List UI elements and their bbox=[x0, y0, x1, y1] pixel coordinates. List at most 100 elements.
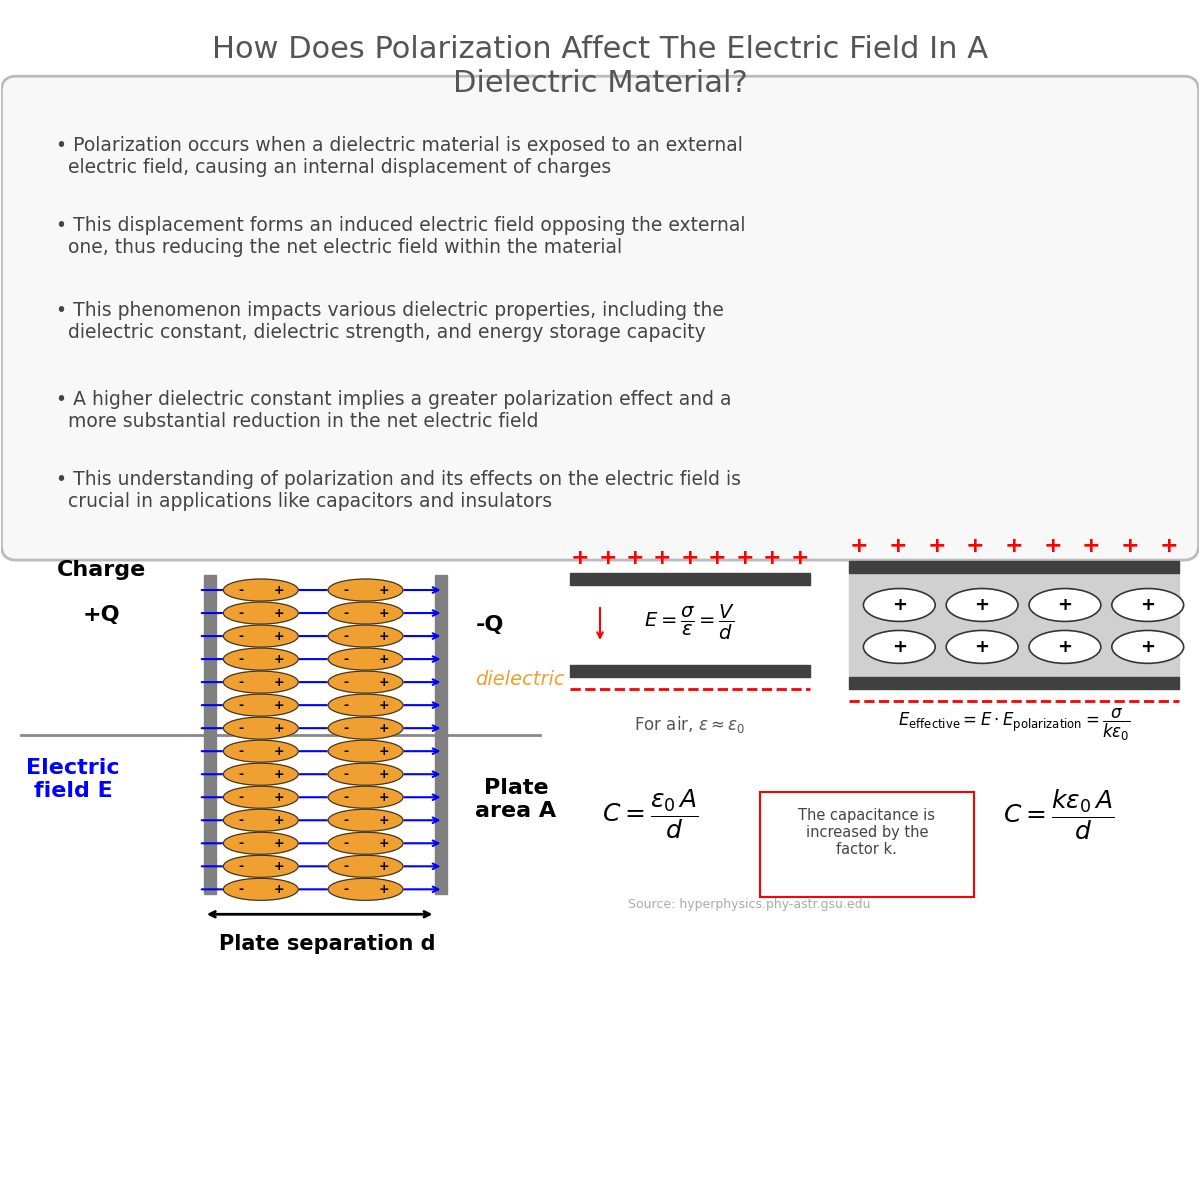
Text: +: + bbox=[274, 814, 284, 827]
Text: Plate separation d: Plate separation d bbox=[220, 935, 436, 954]
Bar bbox=[204, 575, 216, 894]
Text: -: - bbox=[239, 745, 244, 757]
Text: +: + bbox=[653, 548, 672, 568]
Text: +: + bbox=[1057, 638, 1073, 656]
Text: -: - bbox=[239, 630, 244, 642]
Ellipse shape bbox=[1112, 630, 1183, 664]
Text: +: + bbox=[791, 548, 809, 568]
Ellipse shape bbox=[223, 878, 299, 900]
Text: -: - bbox=[343, 883, 348, 896]
Text: -: - bbox=[343, 653, 348, 666]
Text: +: + bbox=[598, 548, 617, 568]
Text: -: - bbox=[239, 653, 244, 666]
Text: +: + bbox=[378, 883, 389, 896]
Text: +: + bbox=[378, 676, 389, 689]
Text: +: + bbox=[892, 638, 907, 656]
Ellipse shape bbox=[1030, 588, 1100, 622]
Ellipse shape bbox=[223, 718, 299, 739]
Text: +: + bbox=[274, 883, 284, 896]
Ellipse shape bbox=[223, 833, 299, 854]
Text: +: + bbox=[378, 814, 389, 827]
Text: -: - bbox=[239, 883, 244, 896]
FancyBboxPatch shape bbox=[1, 77, 1199, 560]
Text: +: + bbox=[378, 698, 389, 712]
Ellipse shape bbox=[223, 763, 299, 785]
Text: Charge: Charge bbox=[56, 560, 145, 580]
Text: -: - bbox=[343, 698, 348, 712]
Text: +: + bbox=[1004, 536, 1024, 556]
Text: +: + bbox=[1121, 536, 1139, 556]
Text: +: + bbox=[736, 548, 754, 568]
Text: +: + bbox=[625, 548, 644, 568]
Text: +: + bbox=[274, 745, 284, 757]
Text: -: - bbox=[343, 630, 348, 642]
Text: +: + bbox=[378, 630, 389, 642]
Text: +: + bbox=[1057, 596, 1073, 614]
Text: $C=\dfrac{k\varepsilon_0\, A}{d}$: $C=\dfrac{k\varepsilon_0\, A}{d}$ bbox=[1003, 787, 1115, 841]
Text: -: - bbox=[343, 721, 348, 734]
FancyBboxPatch shape bbox=[760, 792, 974, 896]
Ellipse shape bbox=[223, 809, 299, 832]
Text: dielectric: dielectric bbox=[475, 671, 565, 689]
Bar bbox=[436, 575, 448, 894]
Ellipse shape bbox=[328, 718, 403, 739]
Text: +: + bbox=[889, 536, 907, 556]
Ellipse shape bbox=[946, 630, 1018, 664]
Text: -: - bbox=[343, 768, 348, 781]
Ellipse shape bbox=[223, 580, 299, 601]
Text: -: - bbox=[239, 768, 244, 781]
Text: • A higher dielectric constant implies a greater polarization effect and a
  mor: • A higher dielectric constant implies a… bbox=[56, 390, 732, 432]
Text: +: + bbox=[378, 791, 389, 804]
Ellipse shape bbox=[1030, 630, 1100, 664]
Ellipse shape bbox=[328, 625, 403, 647]
Text: +: + bbox=[378, 745, 389, 757]
Text: -: - bbox=[239, 791, 244, 804]
Text: -: - bbox=[239, 676, 244, 689]
Text: • This understanding of polarization and its effects on the electric field is
  : • This understanding of polarization and… bbox=[56, 470, 742, 511]
Text: +: + bbox=[928, 536, 946, 556]
Text: -: - bbox=[239, 721, 244, 734]
Bar bbox=[570, 574, 810, 586]
Text: -: - bbox=[239, 583, 244, 596]
Text: +: + bbox=[274, 698, 284, 712]
Ellipse shape bbox=[328, 671, 403, 694]
Text: How Does Polarization Affect The Electric Field In A
Dielectric Material?: How Does Polarization Affect The Electri… bbox=[212, 35, 988, 97]
Text: -: - bbox=[343, 745, 348, 757]
Bar bbox=[850, 562, 1178, 574]
Text: +: + bbox=[378, 583, 389, 596]
Ellipse shape bbox=[223, 671, 299, 694]
Text: -: - bbox=[343, 814, 348, 827]
Text: +: + bbox=[1140, 596, 1156, 614]
Text: +: + bbox=[966, 536, 985, 556]
Text: +: + bbox=[378, 606, 389, 619]
Text: +: + bbox=[274, 860, 284, 872]
Ellipse shape bbox=[328, 786, 403, 809]
Text: • This displacement forms an induced electric field opposing the external
  one,: • This displacement forms an induced ele… bbox=[56, 216, 745, 257]
Text: +: + bbox=[571, 548, 589, 568]
Ellipse shape bbox=[223, 740, 299, 762]
Text: +: + bbox=[274, 630, 284, 642]
Text: -: - bbox=[343, 583, 348, 596]
Ellipse shape bbox=[328, 856, 403, 877]
Ellipse shape bbox=[328, 878, 403, 900]
Text: -: - bbox=[239, 698, 244, 712]
Text: +Q: +Q bbox=[83, 605, 120, 625]
Text: • This phenomenon impacts various dielectric properties, including the
  dielect: • This phenomenon impacts various dielec… bbox=[56, 301, 724, 342]
Ellipse shape bbox=[223, 694, 299, 716]
Text: -: - bbox=[343, 676, 348, 689]
Ellipse shape bbox=[223, 625, 299, 647]
Text: -: - bbox=[343, 791, 348, 804]
Text: +: + bbox=[378, 721, 389, 734]
Ellipse shape bbox=[863, 630, 935, 664]
Text: For air, $\varepsilon\approx\varepsilon_0$: For air, $\varepsilon\approx\varepsilon_… bbox=[635, 714, 745, 736]
Ellipse shape bbox=[223, 602, 299, 624]
Text: -: - bbox=[239, 606, 244, 619]
Text: +: + bbox=[274, 836, 284, 850]
Text: +: + bbox=[274, 583, 284, 596]
Text: +: + bbox=[763, 548, 781, 568]
Text: • Polarization occurs when a dielectric material is exposed to an external
  ele: • Polarization occurs when a dielectric … bbox=[56, 136, 743, 178]
Text: +: + bbox=[274, 768, 284, 781]
Text: +: + bbox=[274, 721, 284, 734]
Text: Source: hyperphysics.phy-astr.gsu.edu: Source: hyperphysics.phy-astr.gsu.edu bbox=[629, 898, 871, 911]
Text: -: - bbox=[343, 606, 348, 619]
